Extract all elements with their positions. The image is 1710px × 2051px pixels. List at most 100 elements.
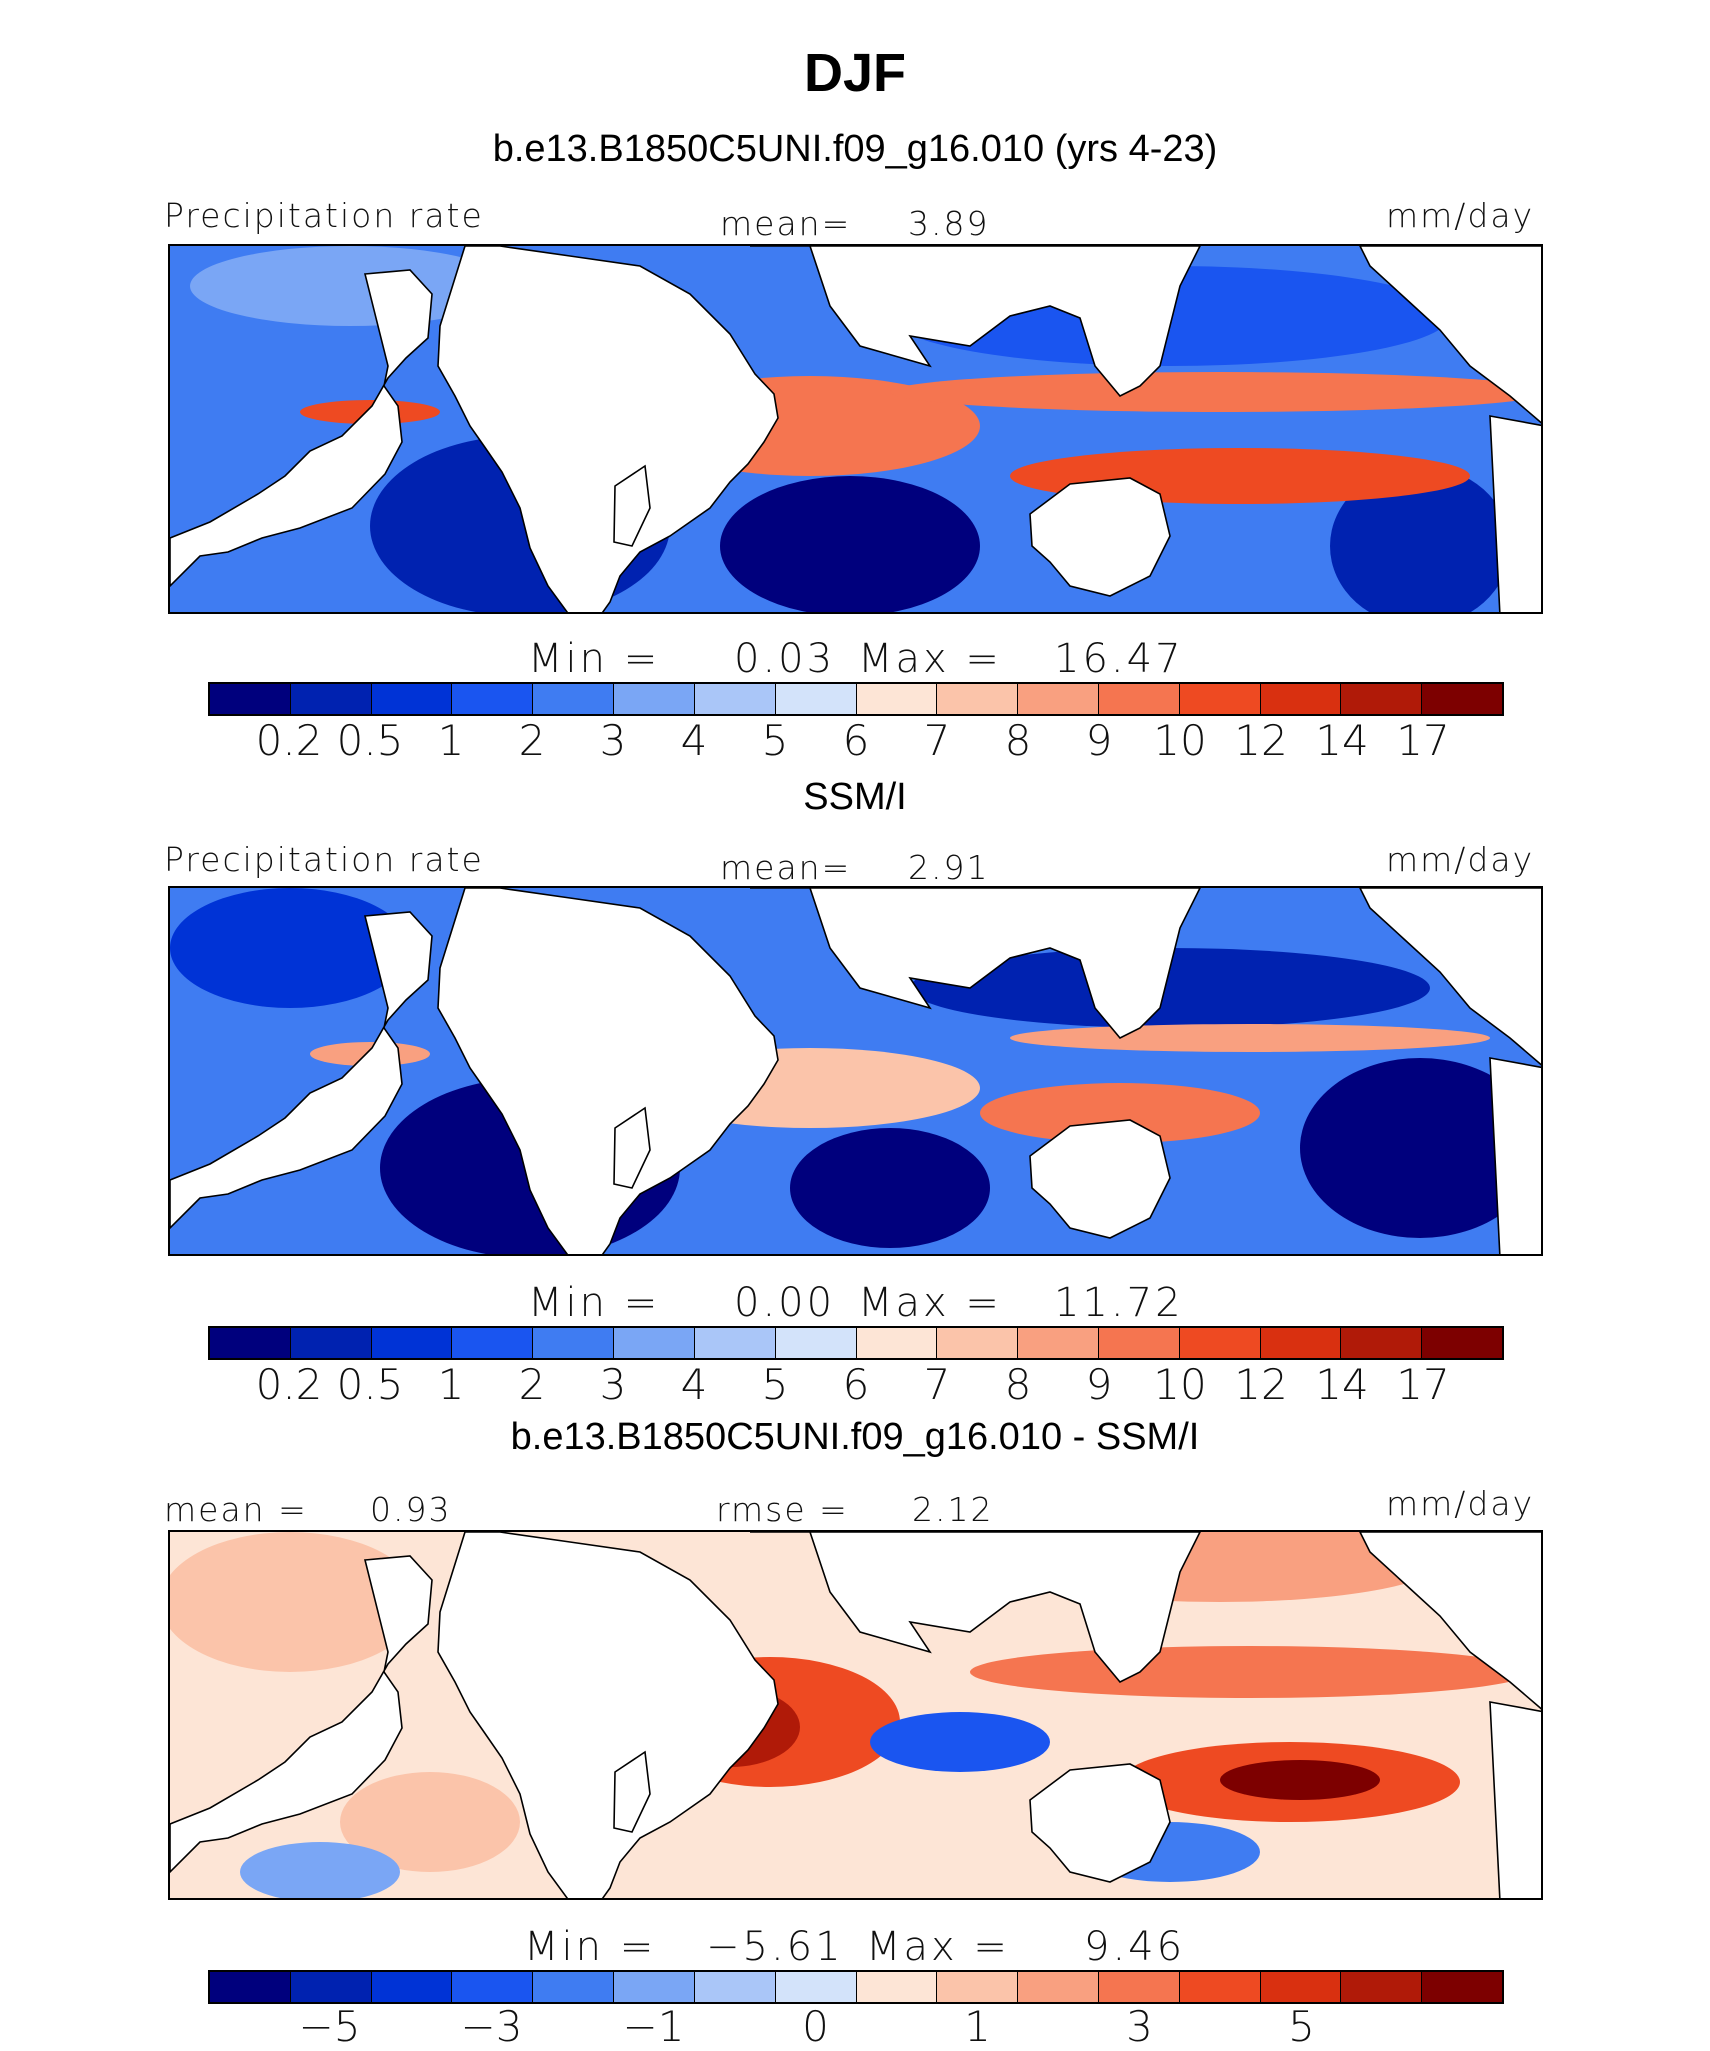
panel3-field-satl-neg [240, 1842, 400, 1898]
panel1-mean-value: 3.89 [908, 204, 990, 243]
panel3-field-na [170, 1532, 420, 1672]
colorbar-tick-label: 7 [923, 716, 951, 765]
colorbar-tick-label: 8 [1004, 716, 1032, 765]
colorbar-cell [1098, 684, 1180, 714]
panel3-colorbar [208, 1970, 1504, 2004]
panel2-max-value: 11.72 [1054, 1280, 1184, 1326]
colorbar-tick-label: 4 [680, 1360, 708, 1409]
colorbar-cell [290, 1328, 372, 1358]
panel3-field-satl [340, 1772, 520, 1872]
panel2-subtitle: SSM/I [803, 776, 907, 818]
colorbar-tick-label: −3 [460, 2002, 523, 2051]
panel1-min-value: 0.03 [734, 636, 836, 682]
panel3-colorbar-ticks: −5 −3 −1 0 1 3 5 [0, 2002, 1710, 2051]
colorbar-tick-label: 14 [1315, 716, 1369, 765]
panel3-mean-label: mean = [164, 1490, 308, 1529]
colorbar-tick-label: 0.2 [255, 1360, 323, 1409]
panel2-field-pac-itcz [1010, 1024, 1490, 1052]
panel3-units-label: mm/day [1386, 1484, 1535, 1523]
panel1-colorbar-ticks: 0.2 0.5 1 2 3 4 5 6 7 8 9 10 12 14 17 [0, 716, 1710, 766]
colorbar-cell [1098, 1972, 1180, 2002]
panel3-min-label: Min = [524, 1924, 657, 1970]
colorbar-cell [1260, 1972, 1342, 2002]
panel1-units-label: mm/day [1386, 196, 1535, 235]
panel2-mean-value: 2.91 [908, 848, 990, 887]
colorbar-tick-label: 5 [761, 1360, 789, 1409]
colorbar-tick-label: 10 [1153, 716, 1207, 765]
panel1-map-svg [170, 246, 1541, 612]
panel3-field-mc-neg [870, 1712, 1050, 1772]
figure-title: DJF [803, 43, 906, 103]
colorbar-cell [210, 684, 291, 714]
colorbar-tick-label: 1 [964, 2002, 991, 2051]
panel1-field-sepac [1330, 466, 1510, 612]
colorbar-cell [452, 1328, 534, 1358]
colorbar-cell [1018, 684, 1099, 714]
colorbar-cell [1179, 1328, 1261, 1358]
colorbar-cell [1260, 1328, 1342, 1358]
panel1-max-label: Max = [858, 636, 1002, 682]
panel2-field-na [170, 888, 410, 1008]
colorbar-cell [1422, 1328, 1502, 1358]
colorbar-cell [614, 684, 695, 714]
colorbar-cell [210, 1328, 291, 1358]
colorbar-tick-label: 3 [1126, 2002, 1153, 2051]
colorbar-tick-label: −1 [622, 2002, 685, 2051]
colorbar-cell [290, 684, 372, 714]
colorbar-tick-label: 12 [1234, 716, 1288, 765]
colorbar-cell [533, 684, 615, 714]
panel2-max-label: Max = [858, 1280, 1002, 1326]
colorbar-tick-label: 0.2 [255, 716, 323, 765]
colorbar-cell [371, 1328, 453, 1358]
colorbar-cell [775, 1328, 857, 1358]
colorbar-tick-label: 17 [1396, 1360, 1450, 1409]
panel3-mean-value: 0.93 [370, 1490, 452, 1529]
colorbar-tick-label: 4 [680, 716, 708, 765]
colorbar-cell [775, 684, 857, 714]
colorbar-tick-label: 1 [437, 716, 465, 765]
colorbar-cell [1422, 1972, 1502, 2002]
colorbar-cell [694, 1972, 776, 2002]
colorbar-cell [1098, 1328, 1180, 1358]
colorbar-tick-label: 6 [842, 716, 870, 765]
colorbar-cell [371, 684, 453, 714]
colorbar-cell [1260, 684, 1342, 714]
panel2-units-label: mm/day [1386, 840, 1535, 879]
colorbar-tick-label: 3 [599, 716, 627, 765]
colorbar-cell [937, 1972, 1019, 2002]
panel2-map-svg [170, 888, 1541, 1254]
panel1-variable-label: Precipitation rate [164, 196, 484, 235]
panel3-field-pac-itcz [970, 1646, 1530, 1698]
panel1-min-label: Min = [528, 636, 661, 682]
colorbar-tick-label: 9 [1085, 1360, 1113, 1409]
colorbar-cell [937, 684, 1019, 714]
panel3-field-spcz-core [1220, 1760, 1380, 1800]
colorbar-tick-label: 12 [1234, 1360, 1288, 1409]
panel2-field-sio [790, 1128, 990, 1248]
colorbar-tick-label: 0.5 [336, 716, 404, 765]
panel3-min-value: −5.61 [706, 1924, 844, 1970]
panel1-mean-label: mean= [720, 204, 852, 243]
panel1-field-sio [720, 476, 980, 612]
colorbar-tick-label: 17 [1396, 716, 1450, 765]
panel2-field-sepac [1300, 1058, 1540, 1238]
panel1-field-pac-itcz [890, 372, 1541, 412]
panel1-map [168, 244, 1543, 614]
colorbar-tick-label: 5 [761, 716, 789, 765]
colorbar-cell [1422, 684, 1502, 714]
colorbar-cell [1018, 1972, 1099, 2002]
panel1-max-value: 16.47 [1054, 636, 1184, 682]
colorbar-tick-label: 10 [1153, 1360, 1207, 1409]
panel2-colorbar [208, 1326, 1504, 1360]
colorbar-tick-label: 9 [1085, 716, 1113, 765]
panel2-colorbar-ticks: 0.2 0.5 1 2 3 4 5 6 7 8 9 10 12 14 17 [0, 1360, 1710, 1410]
colorbar-tick-label: 3 [599, 1360, 627, 1409]
panel3-rmse-label: rmse = [716, 1490, 849, 1529]
colorbar-cell [1179, 684, 1261, 714]
panel1-subtitle: b.e13.B1850C5UNI.f09_g16.010 (yrs 4-23) [492, 128, 1218, 170]
colorbar-cell [1341, 1972, 1423, 2002]
colorbar-tick-label: 7 [923, 1360, 951, 1409]
colorbar-tick-label: 0.5 [336, 1360, 404, 1409]
colorbar-cell [371, 1972, 453, 2002]
colorbar-cell [1018, 1328, 1099, 1358]
